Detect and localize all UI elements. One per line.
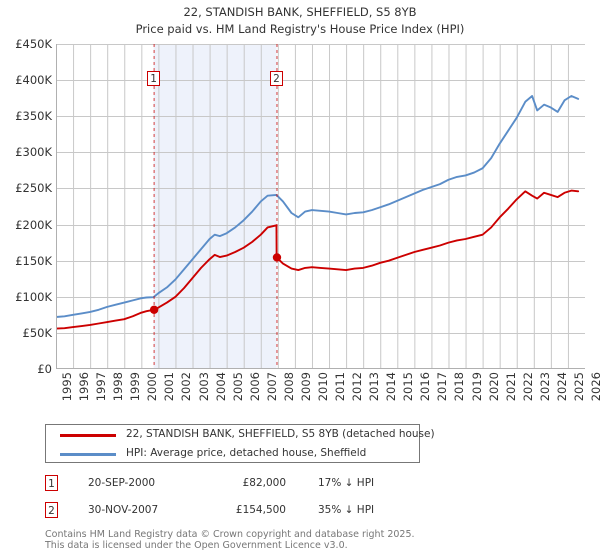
- x-tick-label: 2004: [213, 372, 228, 402]
- annotation-marker-box: 2: [269, 71, 283, 86]
- x-tick-label: 1999: [128, 372, 143, 402]
- x-tick-label: 2018: [452, 372, 467, 402]
- x-tick-label: 2003: [196, 372, 211, 402]
- y-axis-labels: £0 £50K £100K £150K £200K £250K £300K £350K £400…: [0, 37, 53, 376]
- x-tick-label: 2012: [350, 372, 365, 402]
- shaded-band: [153, 44, 277, 369]
- sale-hpi-delta: 17% ↓ HPI: [318, 477, 375, 489]
- plot-area: [56, 44, 585, 369]
- sale-index-badge: 1: [45, 475, 58, 491]
- x-tick-label: 2022: [520, 372, 535, 402]
- x-tick-label: 2001: [162, 372, 177, 402]
- sale-date: 20-SEP-2000: [88, 477, 156, 489]
- y-tick-label: £100K: [15, 289, 52, 304]
- x-tick-label: 2007: [264, 372, 279, 402]
- legend-label: 22, STANDISH BANK, SHEFFIELD, S5 8YB (de…: [126, 428, 435, 440]
- x-tick-label: 2006: [247, 372, 262, 402]
- sale-price: £82,000: [242, 477, 286, 489]
- page-subtitle: Price paid vs. HM Land Registry's House …: [135, 22, 465, 36]
- y-tick-label: £450K: [15, 37, 52, 51]
- footer-line-1: Contains HM Land Registry data © Crown c…: [45, 529, 415, 540]
- x-tick-label: 2021: [503, 372, 518, 402]
- x-tick-label: 2023: [537, 372, 552, 402]
- page-title: 22, STANDISH BANK, SHEFFIELD, S5 8YB: [183, 5, 417, 19]
- sale-hpi-delta: 35% ↓ HPI: [318, 504, 375, 516]
- legend-color-swatch: [60, 434, 116, 437]
- legend-color-swatch: [60, 453, 116, 456]
- x-tick-label: 1996: [77, 372, 92, 402]
- x-tick-label: 1997: [94, 372, 109, 402]
- chart-svg: [56, 44, 585, 369]
- x-tick-label: 2008: [281, 372, 296, 402]
- x-tick-label: 2009: [298, 372, 313, 402]
- y-tick-label: £350K: [15, 109, 52, 124]
- y-tick-label: £250K: [15, 181, 52, 196]
- x-tick-label: 1995: [60, 372, 74, 402]
- x-tick-label: 2000: [145, 372, 160, 402]
- x-tick-label: 2015: [401, 372, 416, 402]
- y-tick-label: £150K: [15, 253, 52, 268]
- chart-legend: 22, STANDISH BANK, SHEFFIELD, S5 8YB (de…: [45, 424, 435, 463]
- x-tick-label: 2013: [367, 372, 382, 402]
- footer-line-2: This data is licensed under the Open Gov…: [45, 540, 348, 551]
- x-tick-label: 2010: [315, 372, 330, 402]
- sale-index-badge: 2: [45, 502, 58, 518]
- annotation-marker-box: 1: [147, 71, 161, 86]
- x-tick-label: 1998: [111, 372, 126, 402]
- y-tick-label: £400K: [15, 73, 52, 88]
- sale-date: 30-NOV-2007: [88, 504, 159, 516]
- x-tick-label: 2016: [418, 372, 433, 402]
- sale-row: 1 20-SEP-2000 £82,000 17% ↓ HPI: [0, 475, 600, 495]
- legend-item: HPI: Average price, detached house, Shef…: [46, 444, 419, 463]
- x-tick-label: 2002: [179, 372, 194, 402]
- x-tick-label: 2005: [230, 372, 245, 402]
- legend-item: 22, STANDISH BANK, SHEFFIELD, S5 8YB (de…: [46, 425, 435, 444]
- x-tick-label: 2025: [571, 372, 586, 402]
- y-tick-label: £50K: [22, 325, 53, 340]
- y-tick-label: £200K: [15, 217, 52, 232]
- x-tick-label: 2026: [589, 372, 600, 402]
- x-tick-label: 2019: [469, 372, 484, 402]
- x-tick-label: 2017: [435, 372, 450, 402]
- footer-attribution: Contains HM Land Registry data © Crown c…: [45, 529, 585, 551]
- sale-price: £154,500: [235, 504, 286, 516]
- sale-row: 2 30-NOV-2007 £154,500 35% ↓ HPI: [0, 502, 600, 522]
- y-tick-label: £0: [37, 362, 52, 376]
- x-tick-label: 2020: [486, 372, 501, 402]
- series-line: [56, 95, 580, 318]
- y-tick-label: £300K: [15, 145, 52, 160]
- sale-point-marker: [149, 305, 159, 314]
- x-axis-labels: 1995 1996 1997 1998 1999 2000 2001 2002 2003 2004…: [56, 372, 600, 414]
- x-tick-label: 2024: [554, 372, 569, 402]
- series-line: [56, 189, 580, 330]
- x-tick-label: 2011: [333, 372, 348, 402]
- legend-label: HPI: Average price, detached house, Shef…: [126, 447, 367, 459]
- sale-point-marker: [272, 253, 282, 262]
- x-tick-label: 2014: [384, 372, 399, 402]
